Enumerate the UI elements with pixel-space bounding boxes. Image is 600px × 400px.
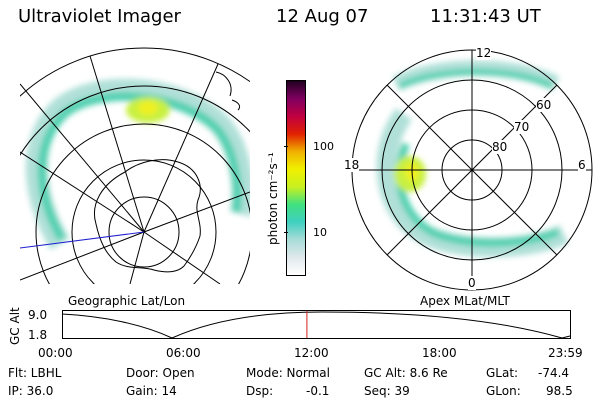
mlat-label-80: 80 [492,140,508,154]
status-glat-value: -74.4 [538,366,570,380]
xtick-label-2359: 23:59 [548,346,583,360]
continent-outline [94,159,201,273]
colorbar-tick-label-100: 100 [313,140,334,153]
status-gain: Gain: 14 [126,384,177,398]
status-ip: IP: 36.0 [8,384,54,398]
status-glat-label: GLat: [486,366,519,380]
status-glon-value: 98.5 [546,384,573,398]
altitude-ymax: 9.0 [28,308,48,322]
aurora-oval [25,78,250,250]
longitude-lines [20,55,250,284]
status-dsp-label: Dsp: [246,384,274,398]
status-seq: Seq: 39 [364,384,410,398]
latitude-circles [20,47,250,284]
mlat-label-70: 70 [514,120,530,134]
aurora-oval-magnetic [376,60,569,258]
colorbar-label: photon cm⁻²s⁻¹ [266,152,280,245]
xtick-label-0600: 06:00 [166,346,201,360]
altitude-curve [62,311,571,339]
mlt-lines [352,50,592,290]
colorbar [284,80,306,276]
right-panel-caption: Apex MLat/MLT [420,294,510,308]
mlat-label-60: 60 [536,98,552,112]
status-glon-label: GLon: [486,384,521,398]
mlt-label-12: 12 [476,46,492,60]
colorbar-tick-label-10: 10 [313,226,327,239]
altitude-ylabel: GC Alt [8,307,22,345]
xtick-label-1200: 12:00 [294,346,329,360]
instrument-title: Ultraviolet Imager [18,6,181,27]
left-panel-caption: Geographic Lat/Lon [68,294,186,308]
altitude-plot-frame [62,310,571,339]
xtick-label-1800: 18:00 [422,346,457,360]
colorbar-tick [284,232,288,233]
magnetic-map-panel [351,49,593,291]
status-dsp-value: -0.1 [306,384,330,398]
mlt-label-0: 0 [468,276,476,290]
xtick-label-0000: 00:00 [38,346,73,360]
status-gc-alt: GC Alt: 8.6 Re [364,366,448,380]
date-label: 12 Aug 07 [276,6,369,27]
time-label: 11:31:43 UT [430,6,541,27]
satellite-track [20,231,145,249]
geographic-map-panel [20,47,250,284]
status-filter: Flt: LBHL [8,366,62,380]
mlt-label-18: 18 [344,158,360,172]
status-door: Door: Open [126,366,195,380]
coastline-detail [215,71,241,111]
colorbar-tick [284,146,288,147]
altitude-plot [62,310,571,339]
mlt-label-6: 6 [578,158,586,172]
status-mode: Mode: Normal [246,366,330,380]
altitude-ymin: 1.8 [28,328,48,342]
